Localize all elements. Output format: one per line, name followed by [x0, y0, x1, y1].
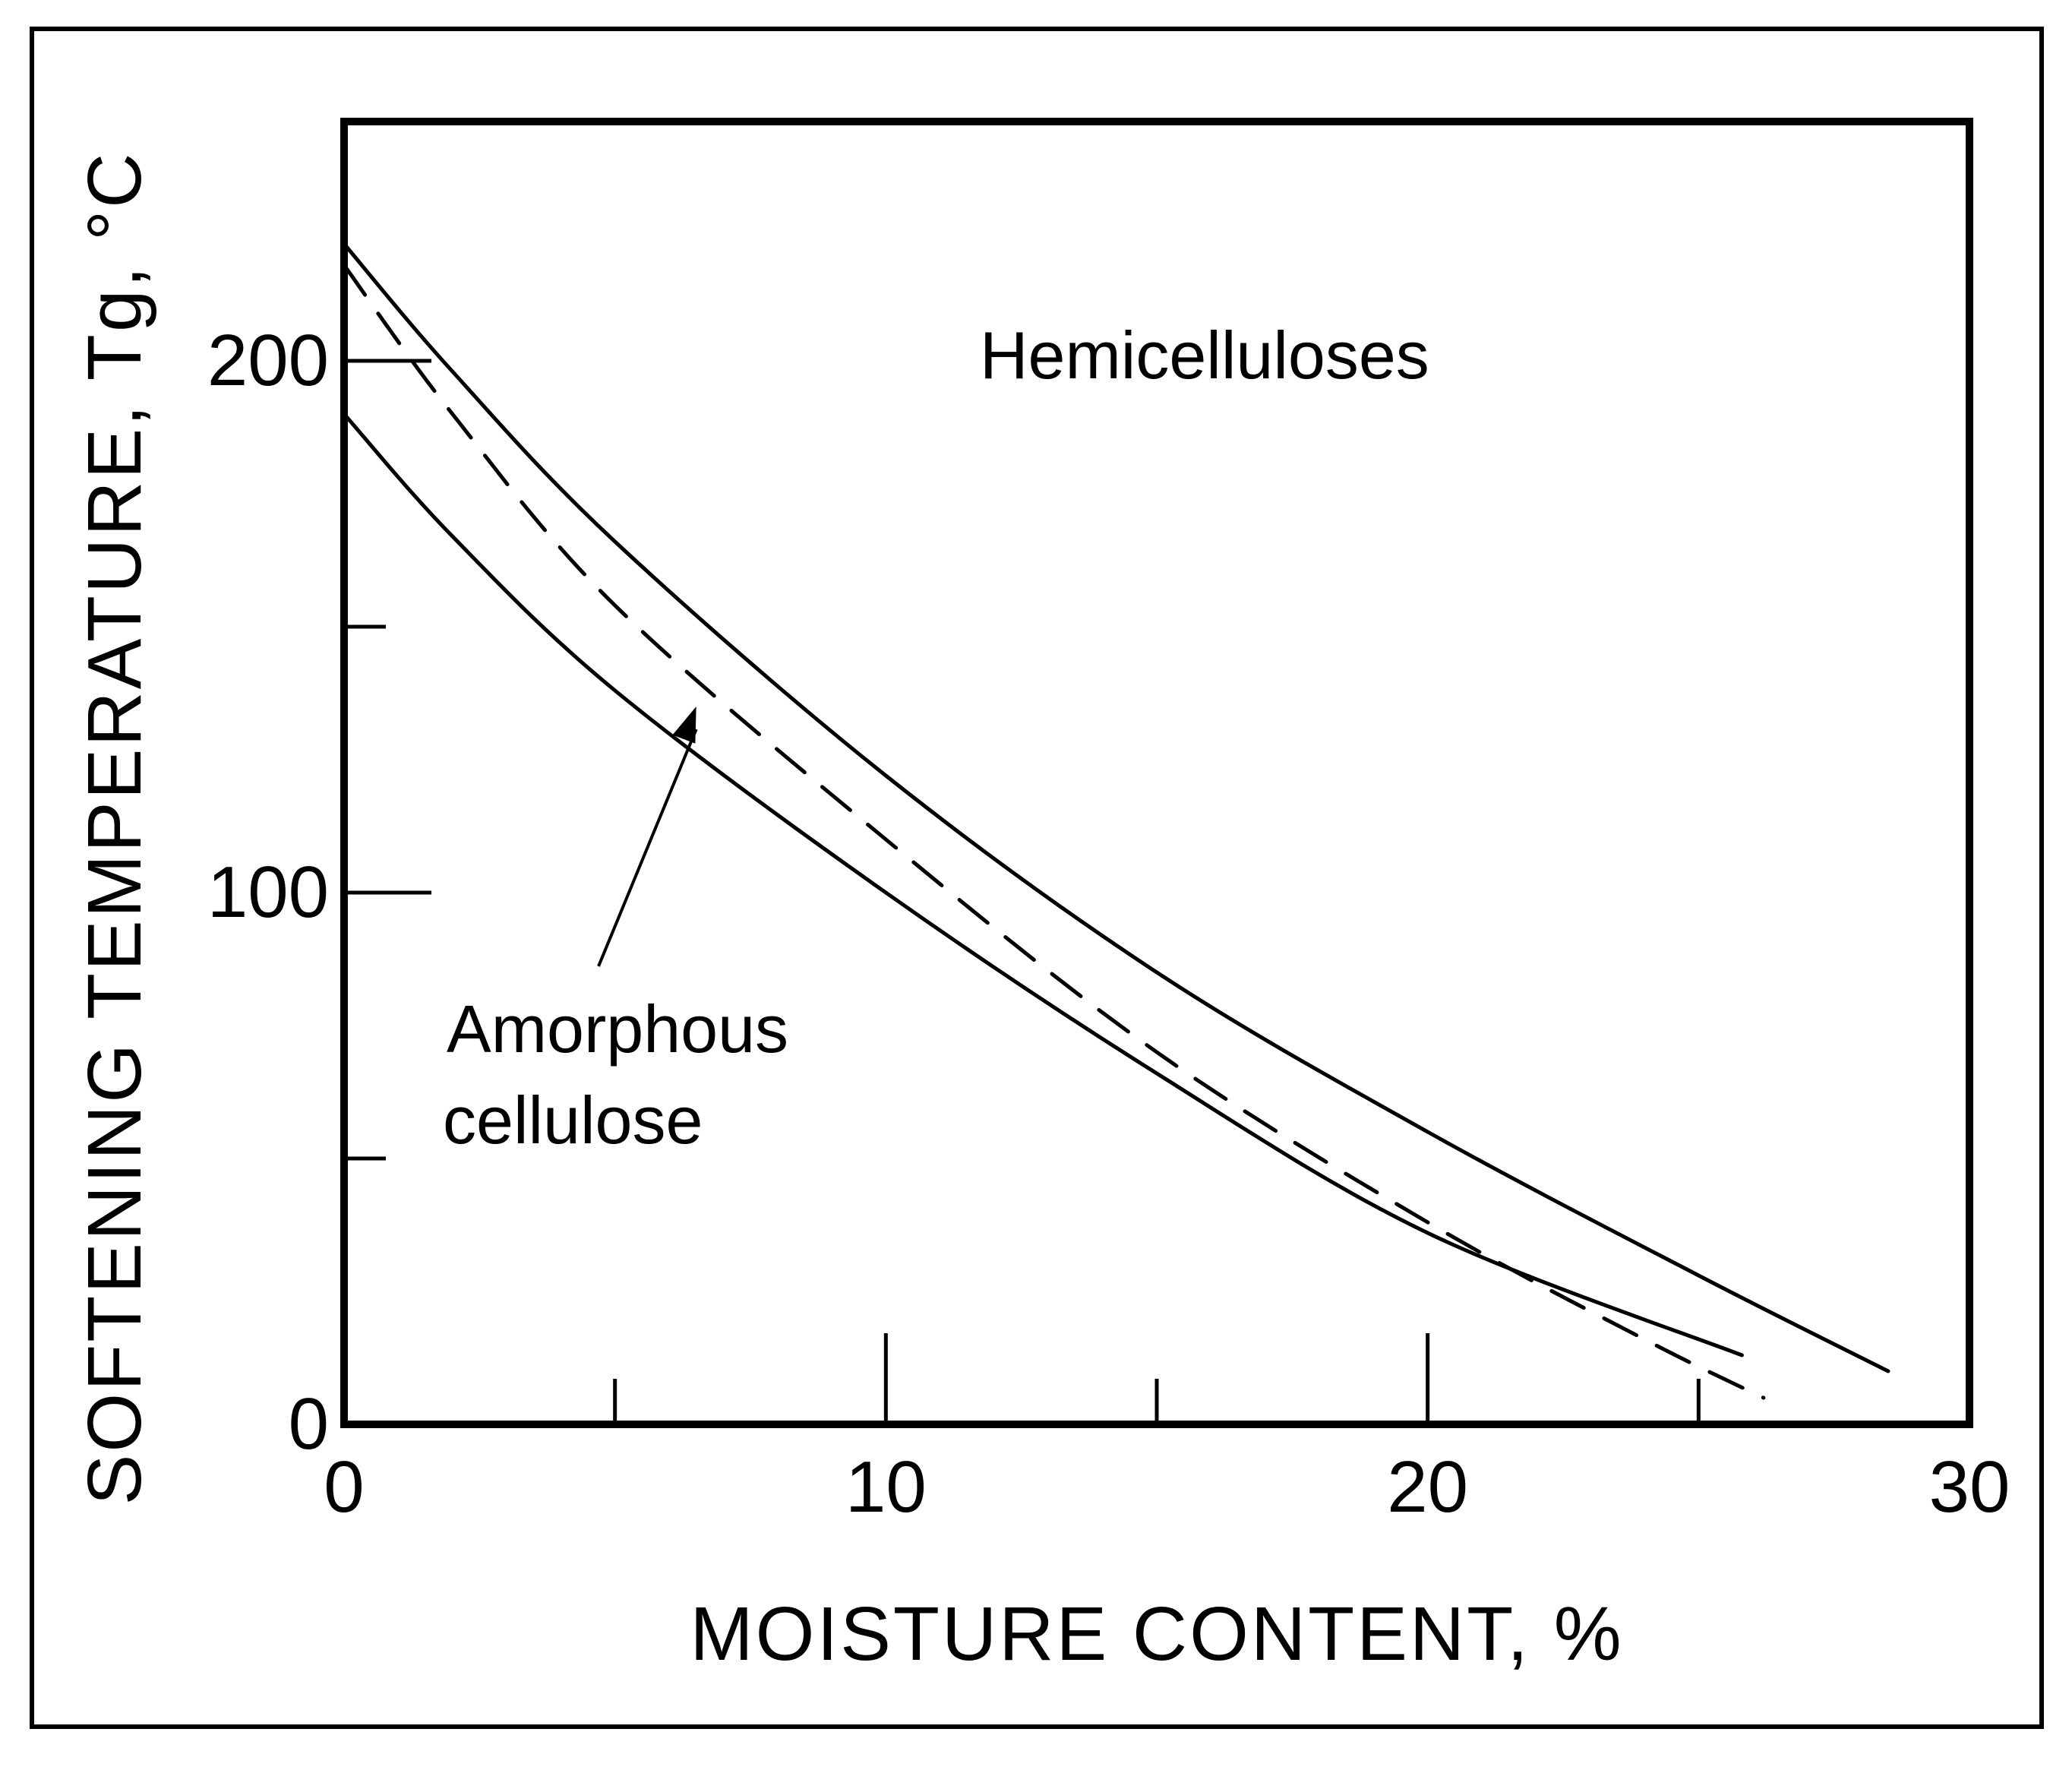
y-axis-label: SOFTENING TEMPERATURE, Tg, °C — [72, 151, 157, 1506]
series-line-2-dashed — [342, 263, 1766, 1400]
x-tick-label-20: 20 — [1387, 1446, 1468, 1528]
y-tick-label-100: 100 — [207, 852, 329, 933]
annotation-hemicelluloses: Hemicelluloses — [980, 318, 1429, 393]
x-tick-label-30: 30 — [1929, 1446, 2010, 1528]
series-layer — [342, 242, 1890, 1400]
x-tick-label-0: 0 — [324, 1446, 364, 1528]
annotations: Hemicelluloses Amorphous cellulose — [443, 318, 1429, 1158]
y-tick-label-200: 200 — [207, 320, 329, 401]
axis-tick-labels: 0 10 20 30 0 100 200 — [207, 320, 2010, 1528]
annotation-cellulose-line2: cellulose — [443, 1083, 703, 1158]
annotation-arrowhead — [672, 706, 696, 744]
x-axis-label: MOISTURE CONTENT, % — [690, 1591, 1623, 1677]
annotation-leader-line — [597, 729, 698, 967]
plot-area: 0 10 20 30 0 100 200 — [207, 118, 2010, 1528]
y-tick-label-0: 0 — [289, 1383, 329, 1465]
x-tick-label-10: 10 — [845, 1446, 927, 1528]
series-line-0-solid — [342, 242, 1890, 1373]
axis-ticks — [342, 359, 1972, 1427]
series-line-1-solid — [342, 412, 1744, 1358]
annotation-amorphous-line1: Amorphous — [447, 991, 788, 1067]
figure-frame — [30, 27, 2044, 1729]
